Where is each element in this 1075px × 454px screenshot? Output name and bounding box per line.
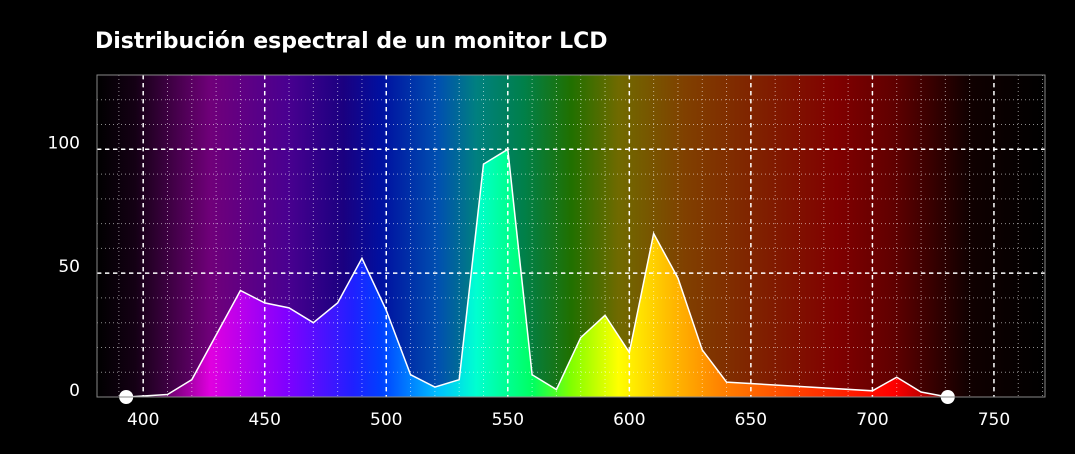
x-tick-label: 500 — [370, 410, 402, 430]
y-tick-label: 0 — [69, 381, 80, 401]
x-tick-label: 650 — [735, 410, 767, 430]
x-tick-label: 450 — [248, 410, 280, 430]
x-tick-label: 550 — [492, 410, 524, 430]
x-tick-label: 750 — [978, 410, 1010, 430]
x-tick-label: 600 — [613, 410, 645, 430]
y-tick-label: 50 — [58, 257, 80, 277]
y-tick-label: 100 — [48, 133, 80, 153]
chart-title: Distribución espectral de un monitor LCD — [95, 29, 608, 54]
x-tick-label: 700 — [856, 410, 888, 430]
plot-border — [96, 74, 1046, 398]
x-tick-label: 400 — [127, 410, 159, 430]
spectrum-line — [126, 148, 948, 398]
area-fill — [126, 149, 948, 397]
